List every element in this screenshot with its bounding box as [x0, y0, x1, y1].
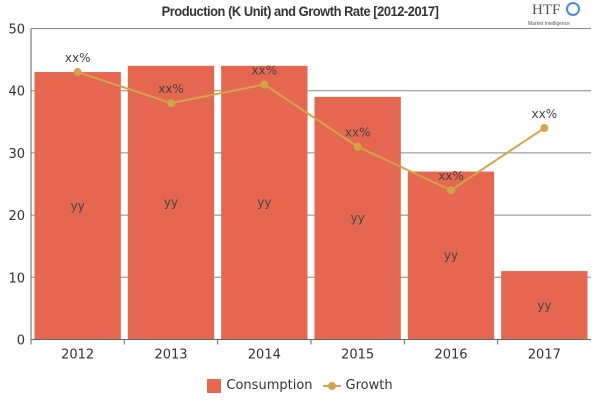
consumption-swatch [207, 378, 222, 393]
bar-2012 [34, 72, 121, 340]
bar-2017 [501, 271, 588, 340]
htf-logo: HTF Market Intelligence [528, 2, 588, 30]
x-tick-label: 2012 [61, 348, 94, 363]
y-tick-label: 10 [8, 271, 25, 286]
globe-icon [566, 2, 580, 16]
bar-data-label: yy [537, 298, 551, 312]
growth-point-2012 [73, 68, 82, 77]
x-tick-label: 2013 [154, 348, 187, 363]
line-data-label: xx% [252, 63, 278, 77]
y-tick-label: 20 [8, 209, 25, 224]
bar-data-label: yy [71, 199, 85, 213]
growth-line [77, 71, 545, 192]
x-tick-label: 2017 [528, 348, 561, 363]
x-tick-label: 2015 [341, 348, 374, 363]
bar-data-label: yy [444, 249, 458, 263]
line-data-label: xx% [65, 51, 91, 65]
growth-point-2016 [447, 186, 455, 195]
growth-point-2017 [540, 124, 549, 133]
growth-point-2013 [167, 99, 175, 108]
bar-data-label: yy [257, 196, 271, 210]
bar-2014 [221, 65, 308, 340]
y-tick-label: 0 [17, 334, 25, 349]
bar-data-label: yy [164, 196, 178, 210]
growth-point-2014 [260, 80, 269, 89]
y-tick-label: 50 [8, 23, 25, 38]
legend-item-consumption[interactable]: Consumption [207, 378, 313, 393]
growth-point-2015 [353, 142, 362, 151]
bar-2013 [127, 65, 215, 340]
line-data-label: xx% [532, 107, 558, 121]
legend-label-growth: Growth [345, 378, 393, 393]
bar-2015 [314, 96, 401, 340]
line-data-label: xx% [438, 169, 464, 183]
chart-title: Production (K Unit) and Growth Rate [201… [161, 3, 439, 19]
bar-2016 [407, 171, 495, 340]
growth-line-icon [322, 379, 341, 393]
legend-item-growth[interactable]: Growth [322, 378, 393, 393]
bar-data-label: yy [351, 211, 365, 225]
x-tick-label: 2014 [248, 348, 281, 363]
line-data-label: xx% [158, 82, 184, 96]
legend-label-consumption: Consumption [226, 378, 313, 393]
y-tick-label: 30 [8, 147, 25, 162]
legend: Consumption Growth [0, 378, 600, 393]
x-tick-label: 2016 [434, 348, 467, 363]
y-tick-label: 40 [8, 85, 25, 100]
line-data-label: xx% [345, 126, 371, 140]
